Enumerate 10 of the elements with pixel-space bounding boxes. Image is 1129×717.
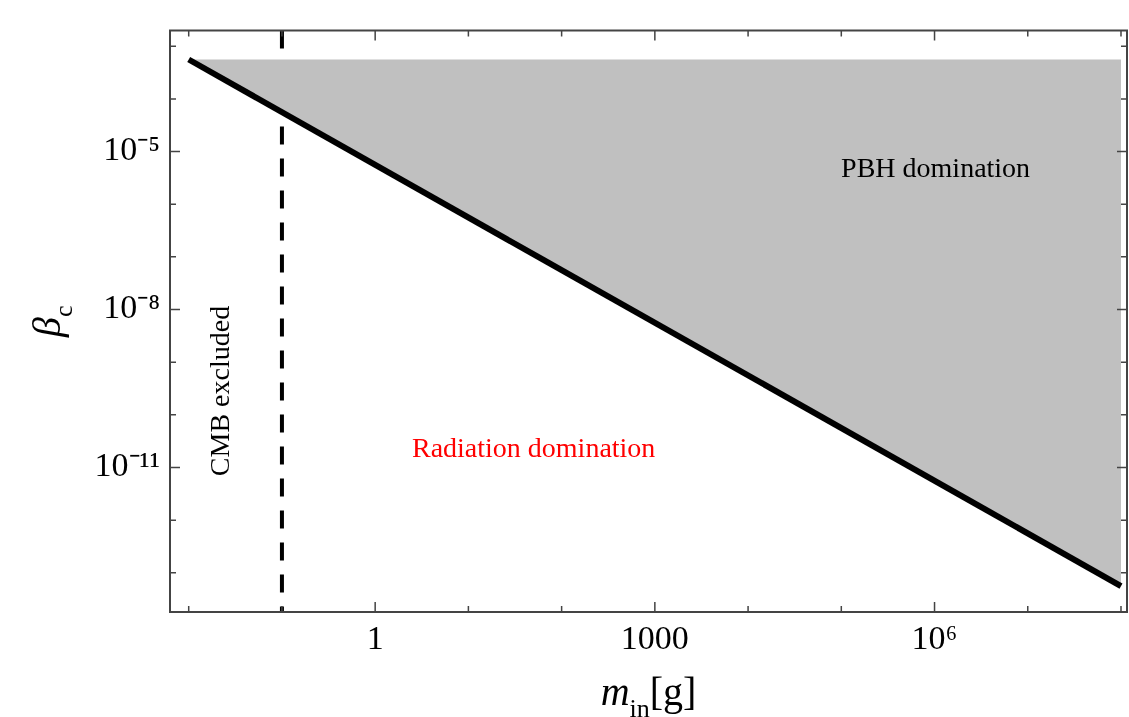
x-tick-label: 10⁶ [911, 619, 958, 657]
x-tick-label: 1000 [620, 619, 689, 657]
y-tick-label: 10⁻⁵ [103, 130, 160, 168]
y-axis-title: βc [24, 305, 78, 338]
ref-line-label: CMB excluded [204, 305, 236, 477]
x-tick-label: 1 [366, 619, 384, 657]
annotation: PBH domination [841, 152, 1031, 184]
y-tick-label: 10⁻⁸ [103, 288, 160, 326]
y-tick-label: 10⁻¹¹ [94, 446, 160, 484]
annotation: Radiation domination [411, 431, 656, 463]
